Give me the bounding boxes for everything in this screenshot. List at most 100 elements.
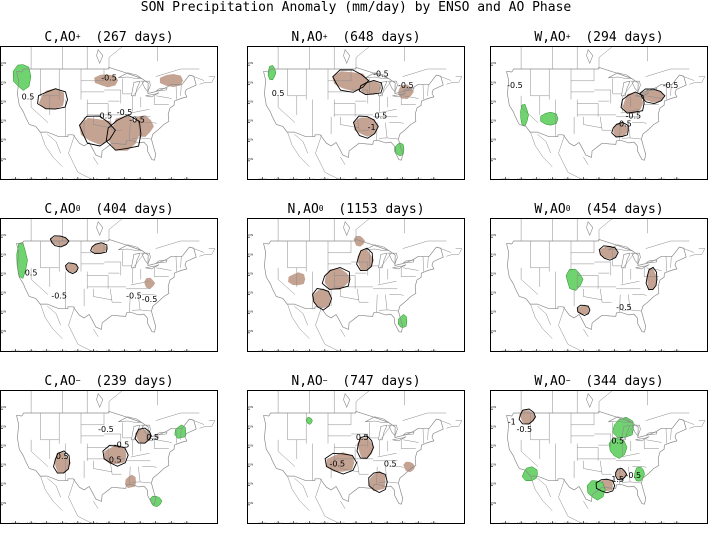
panel-N-AO-zero: N,AO0 (1153 days) 125W 120W 115W 110W 105W 100… <box>247 202 465 352</box>
map-svg: -0.5 125W 120W 115W 110W 105W 100W 95W 90W 85W 80W… <box>490 218 708 352</box>
state-boundary <box>142 122 157 124</box>
lake-outline <box>118 416 143 423</box>
ao-phase: + <box>322 32 328 41</box>
longitude-tick-label: 75W <box>415 522 422 525</box>
neighbor-boundary <box>47 305 61 326</box>
longitude-tick-label: 105W <box>74 178 83 181</box>
dry-anomaly-region <box>313 288 331 309</box>
state-boundary <box>646 439 662 443</box>
anomaly-contour <box>620 91 645 114</box>
longitude-tick-label: 80W <box>152 522 159 525</box>
neighbor-boundary <box>355 390 371 413</box>
latitude-tick-label: 30N <box>0 310 6 314</box>
anomaly-contour <box>65 262 79 275</box>
map-frame <box>247 218 465 352</box>
panel-title: C,AO0 (404 days) <box>0 202 218 218</box>
country-outline <box>16 66 197 161</box>
country-outline <box>16 238 197 333</box>
lake-outline <box>402 259 415 264</box>
day-count: (454 days) <box>577 202 664 217</box>
state-boundary <box>619 122 621 141</box>
lake-outline <box>378 80 388 97</box>
neighbor-boundary <box>558 134 584 180</box>
latitude-tick-label: 35N <box>0 119 6 123</box>
panel-title: N,AO+ (648 days) <box>247 30 465 46</box>
map-svg: 125W 120W 115W 110W 105W 100W 95W 90W 85W 80W 75W 7… <box>247 218 465 352</box>
longitude-tick-label: 100W <box>336 522 345 525</box>
state-boundary <box>156 95 172 99</box>
dry-anomaly-region <box>103 444 127 465</box>
dry-anomaly-region <box>353 235 366 247</box>
neighbor-boundary <box>108 390 124 413</box>
state-boundary <box>379 424 392 442</box>
neighbor-boundary <box>355 218 371 241</box>
neighbor-boundary <box>68 134 94 180</box>
ao-label: ,AO <box>299 374 323 389</box>
state-boundary <box>130 280 150 286</box>
neighbor-boundary <box>108 46 124 69</box>
state-boundary <box>599 288 603 303</box>
longitude-tick-label: 120W <box>517 350 526 353</box>
longitude-tick-label: 115W <box>289 350 298 353</box>
map-svg: -0.5 0.5 0.5 125W 120W 115W 110W 105W 100W 95W 90W… <box>247 390 465 524</box>
neighbor-boundary <box>537 305 551 326</box>
longitude-tick-label: 75W <box>658 350 665 353</box>
longitude-tick-label: 120W <box>274 350 283 353</box>
longitude-tick-label: 90W <box>368 522 375 525</box>
state-boundary <box>583 116 603 129</box>
lake-outline <box>631 80 641 93</box>
state-boundary <box>132 252 145 270</box>
longitude-tick-label: 105W <box>321 350 330 353</box>
latitude-tick-label: 45N <box>0 252 6 256</box>
state-boundary <box>583 288 603 301</box>
lake-outline <box>608 416 633 423</box>
neighbor-boundary <box>340 328 346 337</box>
panel-title: W,AO0 (454 days) <box>490 202 708 218</box>
neighbor-boundary <box>446 248 463 257</box>
wet-anomaly-region <box>149 495 163 507</box>
longitude-tick-label: 105W <box>321 178 330 181</box>
contour-label: 0.5 <box>56 452 69 461</box>
longitude-tick-label: 85W <box>627 178 634 181</box>
longitude-tick-label: 90W <box>121 350 128 353</box>
longitude-tick-label: 105W <box>74 350 83 353</box>
neighbor-boundary <box>598 390 614 413</box>
lake-outline <box>608 244 633 251</box>
panel-C-AO-plus: C,AO+ (267 days) -0.5 -0.5 0.5 0.5 -0.5 125W 12… <box>0 30 218 180</box>
longitude-tick-label: 75W <box>415 350 422 353</box>
state-boundary <box>646 95 662 99</box>
ao-phase: − <box>565 376 571 385</box>
day-count: (294 days) <box>577 30 664 45</box>
state-boundary <box>422 84 424 100</box>
state-boundary <box>630 137 642 140</box>
ao-phase: + <box>75 32 81 41</box>
anomaly-contour <box>321 267 351 290</box>
country-outline <box>263 66 444 161</box>
longitude-tick-label: 115W <box>289 178 298 181</box>
neighbor-boundary <box>645 68 690 77</box>
longitude-tick-label: 110W <box>58 350 67 353</box>
anomaly-contour <box>368 471 388 494</box>
longitude-tick-label: 125W <box>11 178 20 181</box>
lake-outline <box>388 252 398 265</box>
state-boundary <box>175 84 177 100</box>
lake-outline <box>645 259 658 264</box>
state-boundary <box>140 309 152 312</box>
longitude-tick-label: 105W <box>321 522 330 525</box>
state-boundary <box>520 267 539 295</box>
wet-anomaly-region <box>521 466 538 482</box>
latitude-tick-label: 35N <box>247 291 253 295</box>
latitude-tick-label: 25N <box>0 501 6 505</box>
state-boundary <box>30 439 49 467</box>
wet-anomaly-region <box>395 142 405 157</box>
lake-outline <box>631 252 641 265</box>
dry-anomaly-region <box>324 268 351 290</box>
longitude-tick-label: 120W <box>274 522 283 525</box>
longitude-tick-label: 80W <box>399 178 406 181</box>
neighbor-boundary <box>645 240 690 249</box>
latitude-tick-label: 25N <box>0 157 6 161</box>
anomaly-contour <box>37 88 68 110</box>
anomaly-contour <box>356 247 374 271</box>
state-boundary <box>30 267 49 295</box>
longitude-tick-label: 95W <box>353 178 360 181</box>
